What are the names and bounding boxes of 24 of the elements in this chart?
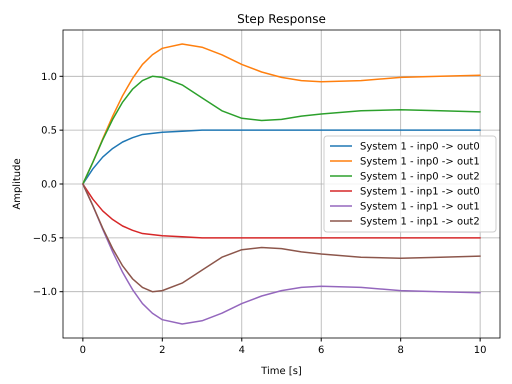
x-axis-title: Time [s]: [260, 366, 302, 377]
y-axis-title: Amplitude: [12, 158, 23, 210]
y-tick-label: −1.0: [32, 287, 57, 298]
legend-label: System 1 - inp0 -> out2: [360, 172, 480, 182]
y-tick-label: −0.5: [32, 233, 57, 244]
x-tick-label: 0: [80, 345, 86, 356]
y-tick-label: 1.0: [41, 72, 57, 83]
y-tick-label: 0.5: [41, 126, 57, 137]
legend-label: System 1 - inp0 -> out1: [360, 156, 480, 168]
legend-label: System 1 - inp1 -> out0: [360, 186, 480, 198]
line-series: [82, 76, 481, 185]
line-series: [82, 183, 481, 239]
x-tick-label: 2: [159, 345, 166, 356]
x-tick-label: 10: [474, 345, 487, 356]
legend-label: System 1 - inp0 -> out0: [360, 142, 480, 152]
x-tick-label: 8: [397, 345, 404, 356]
x-tick-label: 6: [318, 345, 324, 356]
legend-label: System 1 - inp1 -> out2: [360, 216, 480, 228]
y-tick-label: 0.0: [41, 180, 57, 190]
line-series: [82, 129, 481, 185]
legend-label: System 1 - inp1 -> out1: [360, 202, 480, 212]
x-tick-label: 4: [238, 345, 245, 356]
chart-title: Step Response: [237, 12, 326, 26]
line-series: [82, 183, 481, 292]
